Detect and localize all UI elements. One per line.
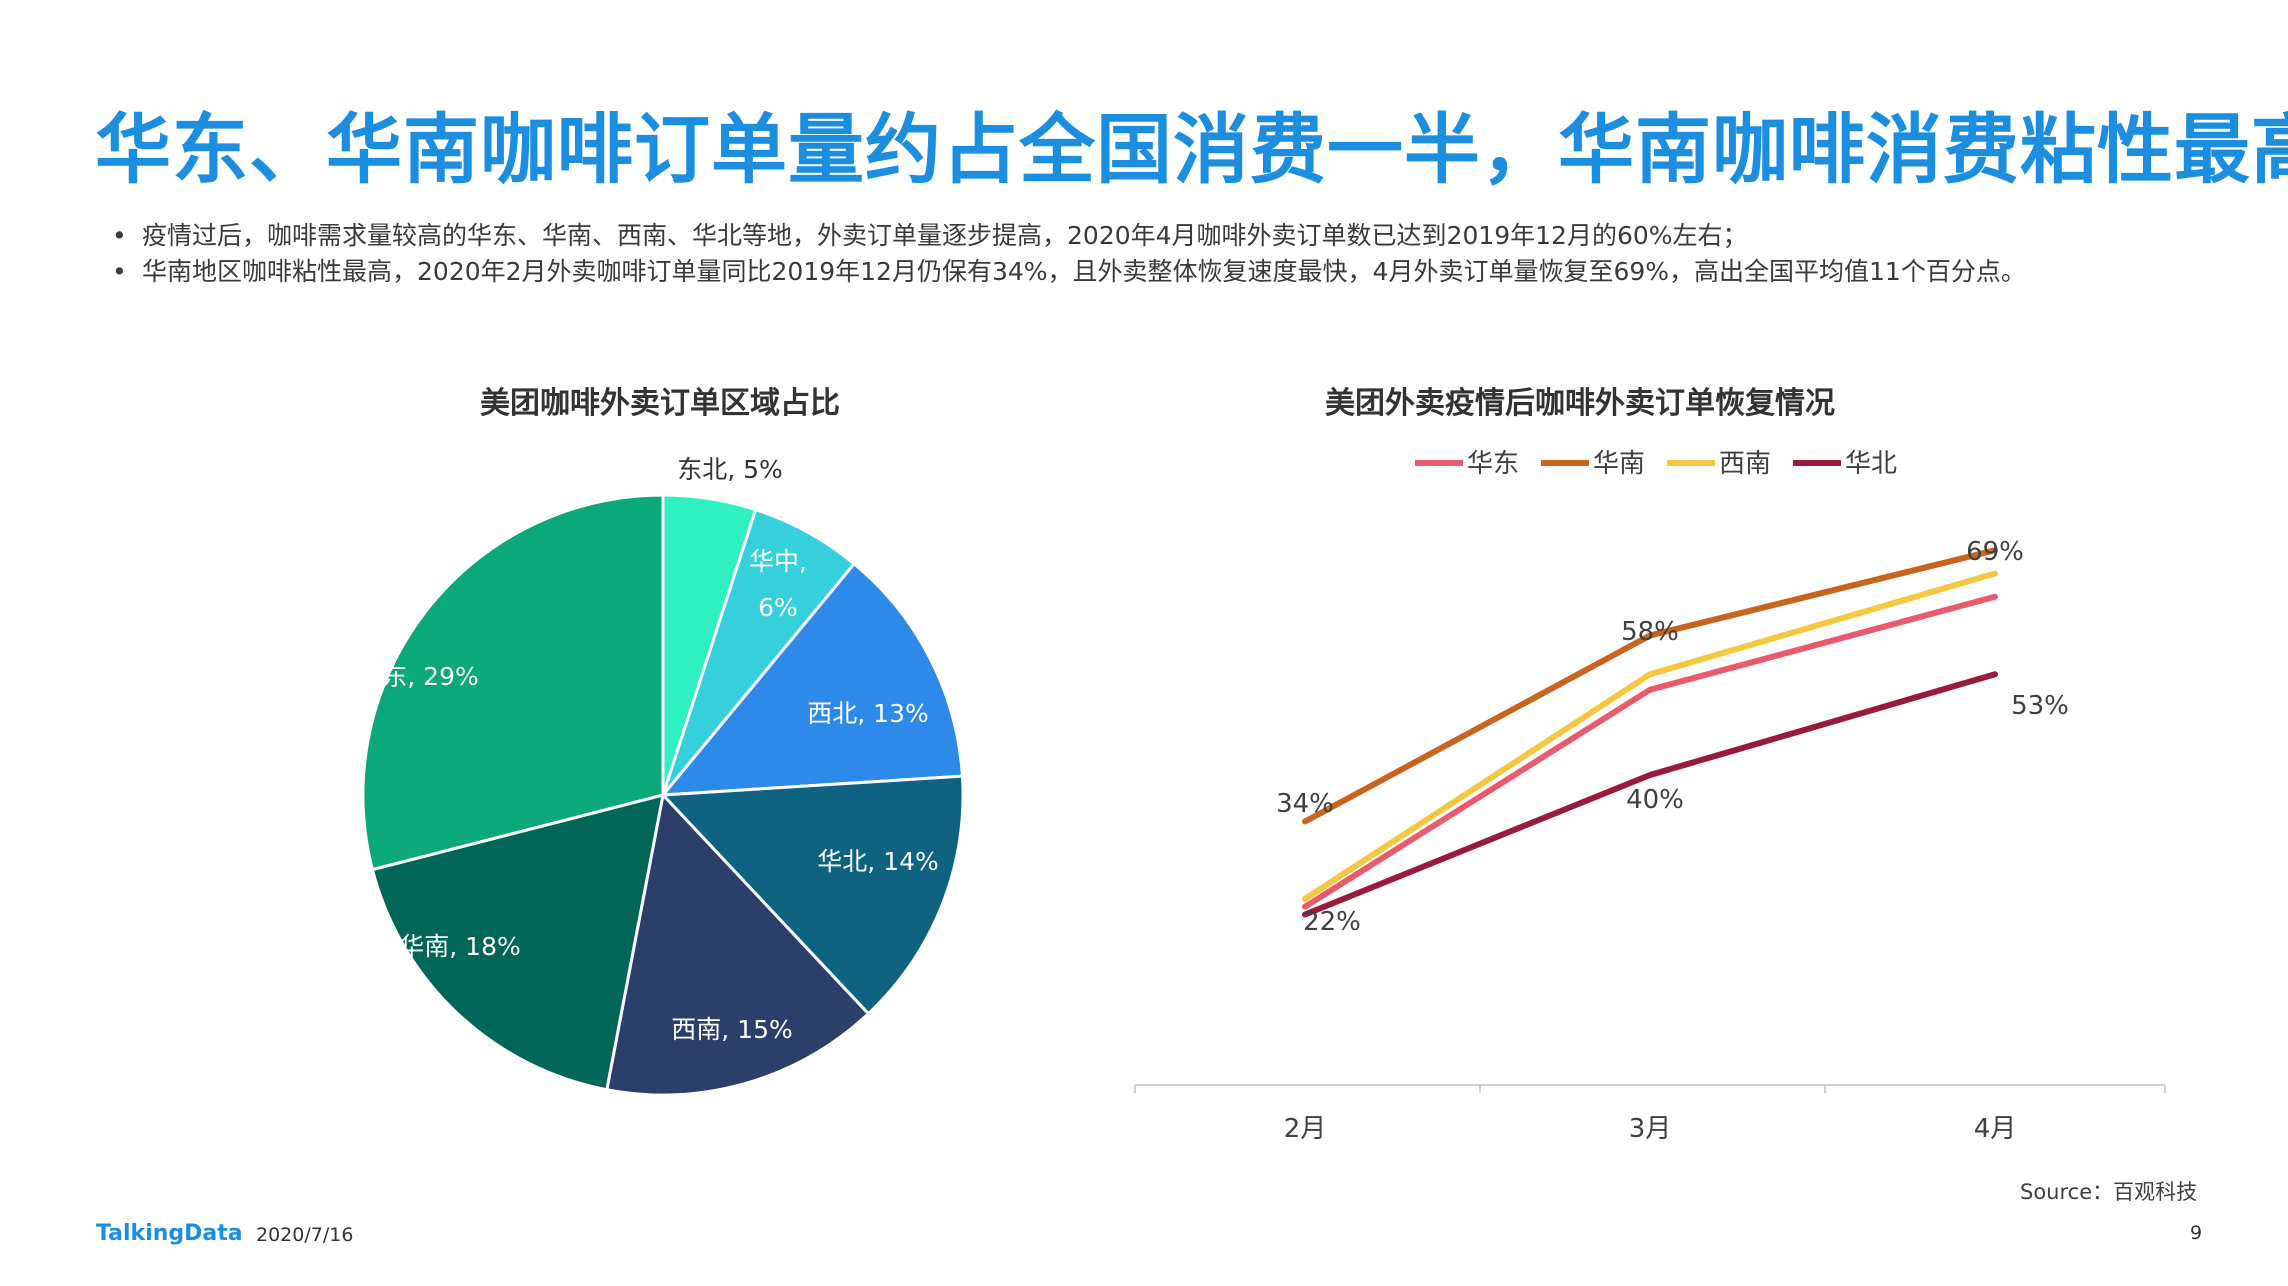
legend-label: 华东: [1467, 449, 1519, 479]
source-note: Source：百观科技: [2020, 1180, 2198, 1204]
pie-data-label: 西北, 13%: [807, 699, 928, 728]
pie-slice-2: [659, 561, 964, 797]
pie-slice-6: [361, 493, 665, 872]
bullet-item: 华南地区咖啡粘性最高，2020年2月外卖咖啡订单量同比2019年12月仍保有34…: [112, 254, 2232, 290]
bullet-list: 疫情过后，咖啡需求量较高的华东、华南、西南、华北等地，外卖订单量逐步提高，202…: [112, 218, 2232, 290]
pie-slice-4: [605, 791, 871, 1097]
brand-logo: TalkingData: [96, 1221, 243, 1246]
legend-label: 西南: [1719, 449, 1771, 479]
page-number: 9: [2190, 1222, 2203, 1244]
pie-data-label: 华中,: [749, 547, 807, 576]
pie-slice-5: [370, 792, 665, 1092]
line-data-label: 40%: [1626, 785, 1684, 815]
pie-data-label: 东北, 5%: [677, 455, 783, 484]
x-tick-label: 2月: [1284, 1114, 1327, 1144]
line-data-label: 53%: [2011, 691, 2069, 721]
pie-data-label: 6%: [758, 593, 798, 622]
bullet-item: 疫情过后，咖啡需求量较高的华东、华南、西南、华北等地，外卖订单量逐步提高，202…: [112, 218, 2232, 254]
pie-chart-title: 美团咖啡外卖订单区域占比: [480, 386, 840, 421]
footer-date: 2020/7/16: [256, 1224, 354, 1246]
series-line-华东: [1302, 593, 1998, 910]
line-data-label: 34%: [1276, 789, 1334, 819]
pie-slice-3: [659, 774, 965, 1016]
pie-chart: 东北, 5% 华中, 6% 西北, 13% 华北, 14% 西南, 15% 华南, 18% 华…: [357, 455, 965, 1097]
page-title: 华东、华南咖啡订单量约占全国消费一半，华南咖啡消费粘性最高: [95, 105, 2288, 194]
series-line-西南: [1302, 570, 1998, 902]
pie-data-label: 华东, 29%: [357, 662, 478, 691]
line-chart-title: 美团外卖疫情后咖啡外卖订单恢复情况: [1325, 386, 1835, 421]
line-data-label: 58%: [1621, 617, 1679, 647]
series-line-华北: [1302, 671, 1998, 918]
x-tick-label: 3月: [1629, 1114, 1672, 1144]
line-data-label: 69%: [1966, 537, 2024, 567]
pie-data-label: 西南, 15%: [671, 1015, 792, 1044]
pie-data-label: 华南, 18%: [399, 932, 520, 961]
x-tick-label: 4月: [1974, 1114, 2017, 1144]
legend-label: 华南: [1593, 449, 1645, 479]
pie-data-label: 华北, 14%: [817, 847, 938, 876]
line-data-label: 22%: [1303, 907, 1361, 937]
legend-label: 华北: [1845, 449, 1897, 479]
line-chart: 华东 华南 西南 华北 2月 3月 4月 34% 58% 69% 22% 40% 53%: [1134, 449, 2166, 1144]
series-line-华南: [1302, 547, 1998, 825]
